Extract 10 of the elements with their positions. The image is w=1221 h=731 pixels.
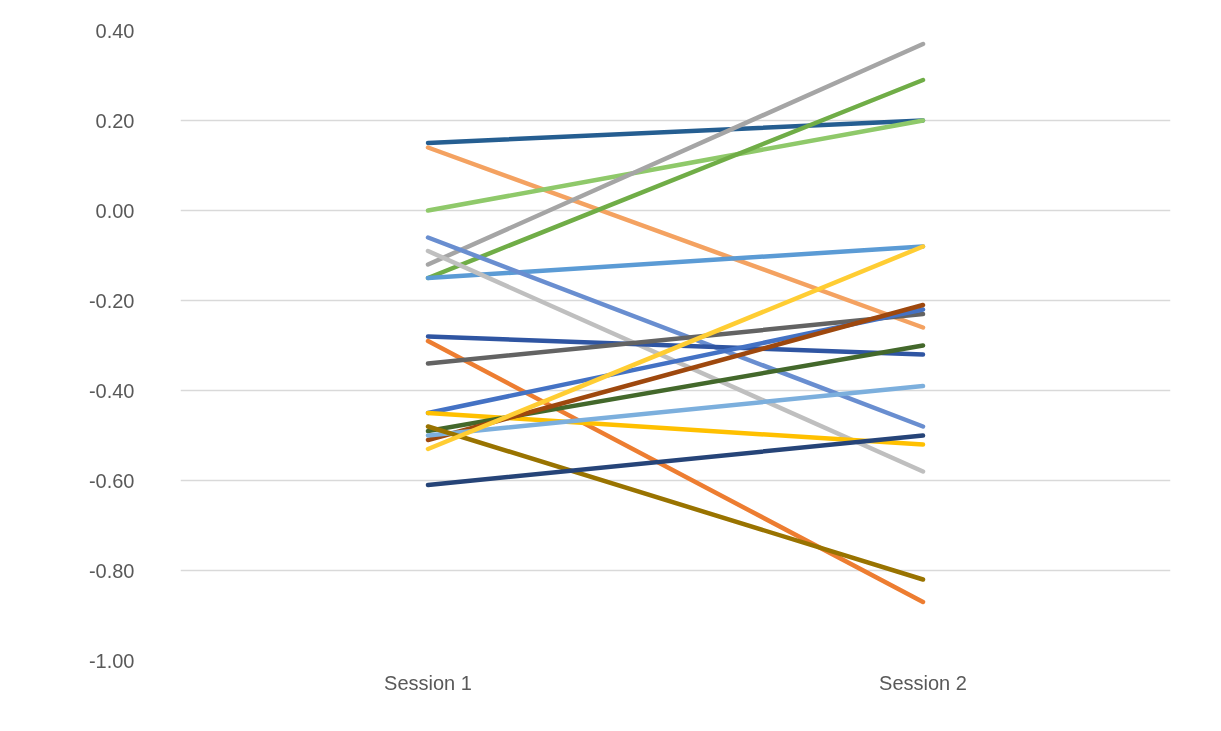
y-tick-label: 0.40 bbox=[95, 19, 135, 42]
x-tick-label: Session 2 bbox=[879, 671, 967, 694]
y-tick-label: -0.40 bbox=[88, 379, 135, 402]
y-tick-label: -1.00 bbox=[88, 649, 135, 672]
x-tick-label: Session 1 bbox=[384, 671, 472, 694]
y-tick-label: -0.60 bbox=[88, 469, 135, 492]
y-tick-label: -0.20 bbox=[88, 289, 135, 312]
y-tick-label: 0.00 bbox=[95, 199, 135, 222]
y-tick-label: 0.20 bbox=[95, 109, 135, 132]
y-tick-label: -0.80 bbox=[88, 559, 135, 582]
